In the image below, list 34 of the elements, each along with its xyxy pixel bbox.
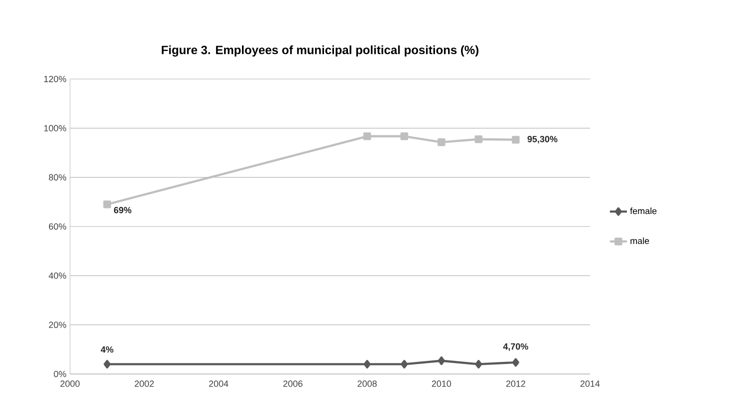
y-tick-label: 100% bbox=[44, 124, 66, 132]
x-tick-label: 2004 bbox=[209, 380, 228, 387]
x-tick-label: 2000 bbox=[60, 380, 80, 387]
y-tick-label: 20% bbox=[48, 322, 66, 328]
point bbox=[363, 132, 372, 140]
x-tick-label: 2002 bbox=[134, 380, 154, 387]
point bbox=[400, 360, 408, 368]
data-label: 4% bbox=[100, 346, 114, 353]
point bbox=[400, 132, 408, 140]
data-label: 4,70% bbox=[503, 343, 528, 351]
data-label: 95,30% bbox=[528, 136, 558, 144]
point bbox=[103, 200, 112, 208]
y-tick-label: 80% bbox=[48, 174, 66, 181]
chart-title: Figure 3. Employees of municipal political positions (%) bbox=[162, 45, 478, 57]
x-tick-label: 2010 bbox=[432, 380, 452, 387]
point bbox=[438, 138, 446, 146]
y-tick-label: 60% bbox=[48, 223, 66, 230]
y-tick-label: 120% bbox=[44, 76, 66, 82]
x-tick-label: 2014 bbox=[580, 380, 600, 387]
point bbox=[475, 360, 482, 368]
legend-label: male bbox=[630, 237, 650, 244]
y-tick-label: 0% bbox=[54, 370, 66, 378]
point bbox=[512, 136, 520, 144]
legend-label: female bbox=[630, 208, 657, 214]
x-tick-label: 2006 bbox=[283, 380, 302, 387]
point bbox=[364, 360, 371, 368]
point bbox=[474, 135, 482, 144]
x-tick-label: 2008 bbox=[358, 380, 377, 387]
y-tick-label: 40% bbox=[48, 272, 66, 279]
data-label: 69% bbox=[114, 206, 132, 214]
point bbox=[438, 356, 445, 366]
x-tick-label: 2012 bbox=[506, 380, 526, 387]
point bbox=[104, 360, 111, 368]
point bbox=[512, 358, 520, 367]
